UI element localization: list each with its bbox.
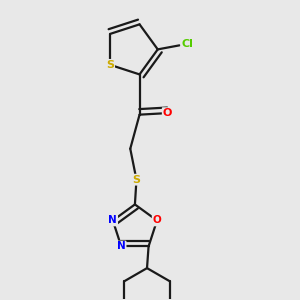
Text: S: S — [106, 60, 114, 70]
Text: N: N — [117, 242, 126, 251]
Text: O: O — [153, 215, 161, 226]
Text: O: O — [163, 108, 172, 118]
Text: N: N — [109, 215, 117, 226]
Text: S: S — [133, 175, 140, 185]
Text: Cl: Cl — [181, 39, 193, 49]
